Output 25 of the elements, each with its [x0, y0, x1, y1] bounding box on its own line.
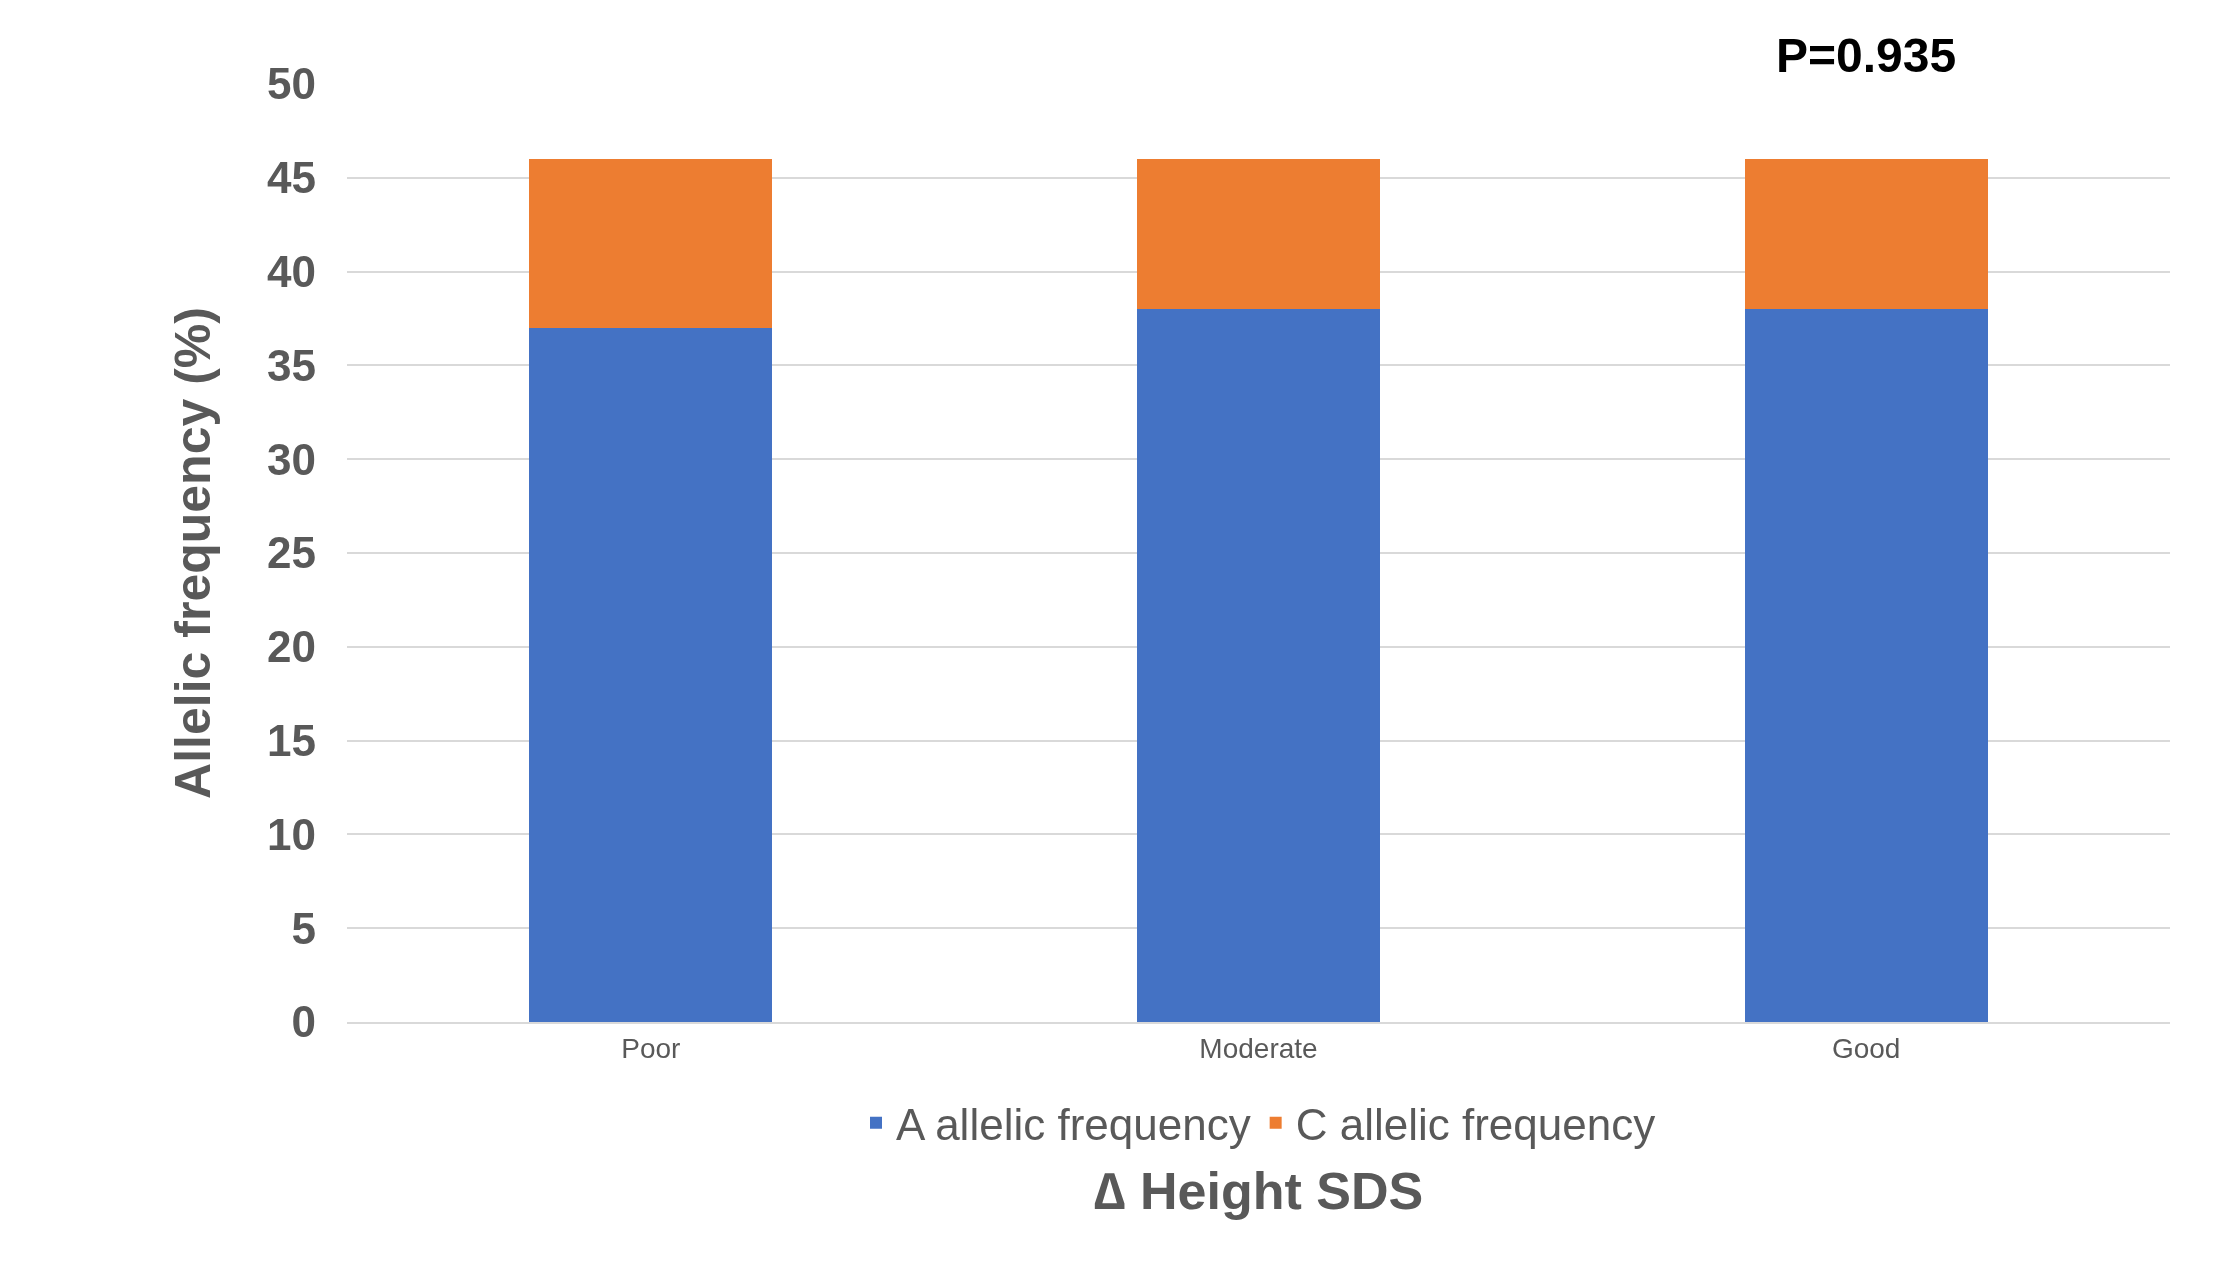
- y-axis-title: Allelic frequency (%): [165, 307, 222, 799]
- text: P=0.935: [1776, 29, 1957, 82]
- y-tick-label: 15: [267, 716, 316, 765]
- legend-label: A allelic frequency: [896, 1099, 1251, 1149]
- y-tick-label: 30: [267, 434, 316, 484]
- bar: [1136, 309, 1381, 1022]
- bar: [1136, 159, 1381, 310]
- legend-label: C allelic frequency: [1295, 1099, 1656, 1149]
- y-tick-label: 50: [267, 59, 316, 109]
- x-tick-label: Good: [1831, 1032, 1901, 1064]
- bar: [529, 159, 773, 328]
- y-tick-label: 45: [267, 153, 316, 203]
- bar: [529, 327, 773, 1022]
- y-tick-label: 20: [267, 622, 316, 672]
- y-tick-label: 40: [267, 247, 316, 296]
- y-tick-label: 35: [267, 340, 316, 390]
- y-tick-label: 5: [291, 903, 316, 953]
- x-tick-label: Moderate: [1199, 1032, 1318, 1064]
- y-tick-label: 10: [267, 809, 316, 859]
- y-tick-label: 0: [291, 997, 316, 1047]
- x-axis-title: ∆ Height SDS: [1093, 1162, 1424, 1220]
- x-tick-label: Poor: [621, 1032, 681, 1064]
- bar: [1744, 159, 1988, 310]
- y-tick-label: 25: [267, 528, 316, 578]
- bar: [1744, 309, 1988, 1022]
